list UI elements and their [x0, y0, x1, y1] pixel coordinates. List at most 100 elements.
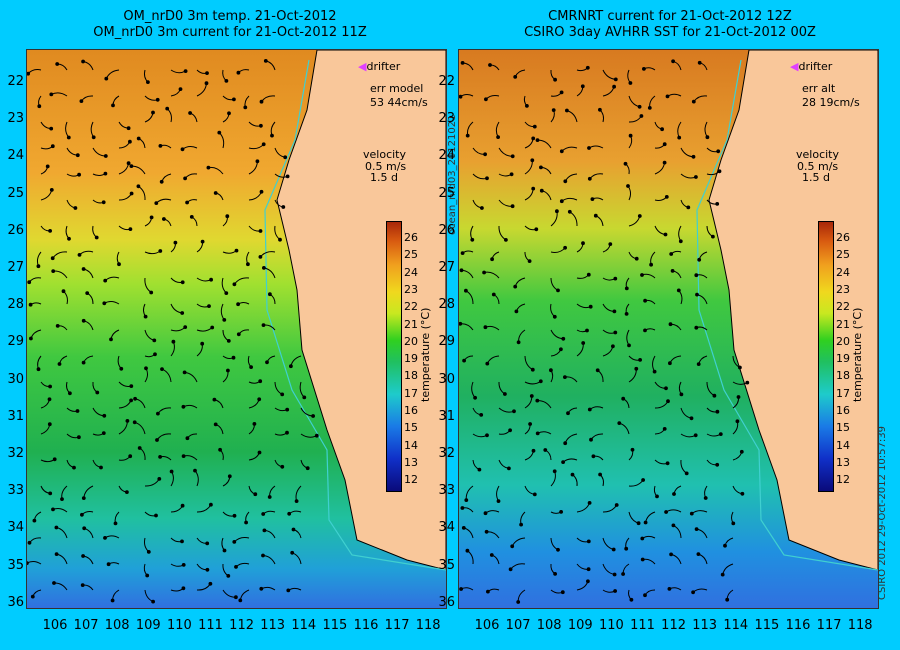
colorbar-tick: 21 [404, 317, 418, 331]
lat-label: 26 [7, 222, 24, 238]
lat-label: 26 [438, 222, 455, 238]
colorbar-tick: 19 [836, 352, 850, 366]
lon-label: 110 [166, 618, 192, 633]
lat-label: 27 [438, 260, 455, 275]
lon-label: 115 [754, 618, 780, 633]
lat-label: 32 [438, 446, 455, 461]
left-title-line1: OM_nrD0 3m temp. 21-Oct-2012 [123, 9, 337, 24]
lon-label: 110 [598, 618, 624, 633]
right-velocity-label: velocity [796, 148, 839, 161]
right-title-line1: CMRNRT current for 21-Oct-2012 12Z [548, 9, 792, 24]
colorbar-tick: 13 [404, 455, 418, 469]
colorbar-tick: 22 [836, 300, 850, 314]
lat-label: 23 [7, 111, 24, 127]
colorbar-tick: 25 [404, 248, 418, 262]
lat-label: 27 [7, 260, 24, 275]
colorbar-tick: 23 [404, 282, 418, 296]
lon-label: 106 [42, 618, 68, 633]
lon-label: 117 [816, 618, 842, 633]
lon-label: 115 [322, 618, 348, 633]
current-arrows-right [459, 59, 750, 604]
colorbar-tick: 25 [836, 248, 850, 262]
colorbar-tick: 23 [836, 282, 850, 296]
lon-label: 111 [198, 618, 223, 633]
lat-label: 29 [438, 334, 455, 350]
lon-label: 116 [785, 618, 811, 633]
lon-label: 116 [353, 618, 379, 633]
left-drifter-legend: ◀drifter [358, 60, 401, 73]
colorbar-tick: 17 [404, 386, 418, 400]
drifter-icon: ◀ [358, 60, 367, 73]
lon-label: 113 [260, 618, 286, 633]
run-id-text: ocean_nrd03_20121021 [447, 114, 458, 235]
lon-label: 111 [630, 618, 655, 633]
colorbar-tick: 18 [836, 369, 850, 383]
lon-label: 114 [723, 618, 749, 633]
lon-label: 108 [536, 618, 562, 633]
colorbar-tick: 17 [836, 386, 850, 400]
lon-label: 112 [661, 618, 686, 633]
lon-label: 107 [73, 618, 99, 633]
lon-label: 113 [692, 618, 718, 633]
left-map [26, 49, 447, 609]
lat-label: 31 [7, 408, 24, 424]
colorbar-tick: 15 [836, 421, 850, 435]
lon-label: 109 [135, 618, 161, 633]
colorbar-tick: 14 [836, 438, 850, 452]
current-arrows-left [27, 59, 319, 604]
lat-label: 35 [438, 557, 455, 573]
colorbar-tick: 26 [404, 231, 418, 244]
right-map [458, 49, 879, 609]
right-colorbar-label: temperature (°C) [851, 307, 864, 402]
lat-label: 32 [7, 446, 24, 461]
lat-label: 31 [438, 408, 455, 424]
lat-label: 29 [7, 334, 24, 350]
colorbar-tick: 21 [836, 317, 850, 331]
left-colorbar-label: temperature (°C) [419, 307, 432, 402]
left-title-line2: OM_nrD0 3m current for 21-Oct-2012 11Z [93, 25, 367, 40]
colorbar-tick: 12 [836, 473, 850, 487]
left-err-label: err model [370, 82, 424, 95]
lat-label: 34 [7, 520, 24, 536]
lat-label: 33 [7, 483, 24, 499]
lat-label: 23 [438, 111, 455, 127]
lat-label: 28 [7, 297, 24, 313]
lat-label: 36 [7, 594, 24, 610]
colorbar-tick: 20 [404, 334, 418, 348]
lat-label: 36 [438, 594, 455, 610]
right-drifter-legend: ◀drifter [790, 60, 833, 73]
lat-label: 25 [7, 185, 24, 201]
lon-label: 108 [104, 618, 130, 633]
right-title-line2: CSIRO 3day AVHRR SST for 21-Oct-2012 00Z [524, 25, 816, 40]
lat-label: 22 [7, 74, 24, 89]
right-colorbar [818, 221, 834, 492]
colorbar-tick: 16 [836, 404, 850, 417]
colorbar-tick: 16 [404, 404, 418, 417]
lon-label: 106 [474, 618, 500, 633]
colorbar-tick: 26 [836, 231, 850, 244]
colorbar-tick: 15 [404, 421, 418, 435]
left-velocity-scale: 0.5 m/s [365, 160, 407, 173]
lat-label: 22 [438, 74, 455, 89]
colorbar-tick: 19 [404, 352, 418, 366]
lon-label: 107 [505, 618, 531, 633]
colorbar-tick: 20 [836, 334, 850, 348]
colorbar-tick: 24 [404, 265, 418, 279]
lon-label: 112 [229, 618, 254, 633]
lat-label: 34 [438, 520, 455, 536]
left-err-value: 53 44cm/s [370, 96, 428, 109]
lat-label: 24 [7, 148, 24, 164]
drifter-icon: ◀ [790, 60, 799, 73]
right-velocity-time: 1.5 d [802, 171, 830, 184]
lon-label: 109 [567, 618, 593, 633]
lat-label: 25 [438, 185, 455, 201]
colorbar-tick: 14 [404, 438, 418, 452]
lat-label: 35 [7, 557, 24, 573]
colorbar-tick: 22 [404, 300, 418, 314]
lat-label: 30 [7, 371, 24, 387]
lat-label: 30 [438, 371, 455, 387]
left-velocity-time: 1.5 d [370, 171, 398, 184]
colorbar-tick: 18 [404, 369, 418, 383]
lon-label: 118 [847, 618, 873, 633]
lat-label: 33 [438, 483, 455, 499]
